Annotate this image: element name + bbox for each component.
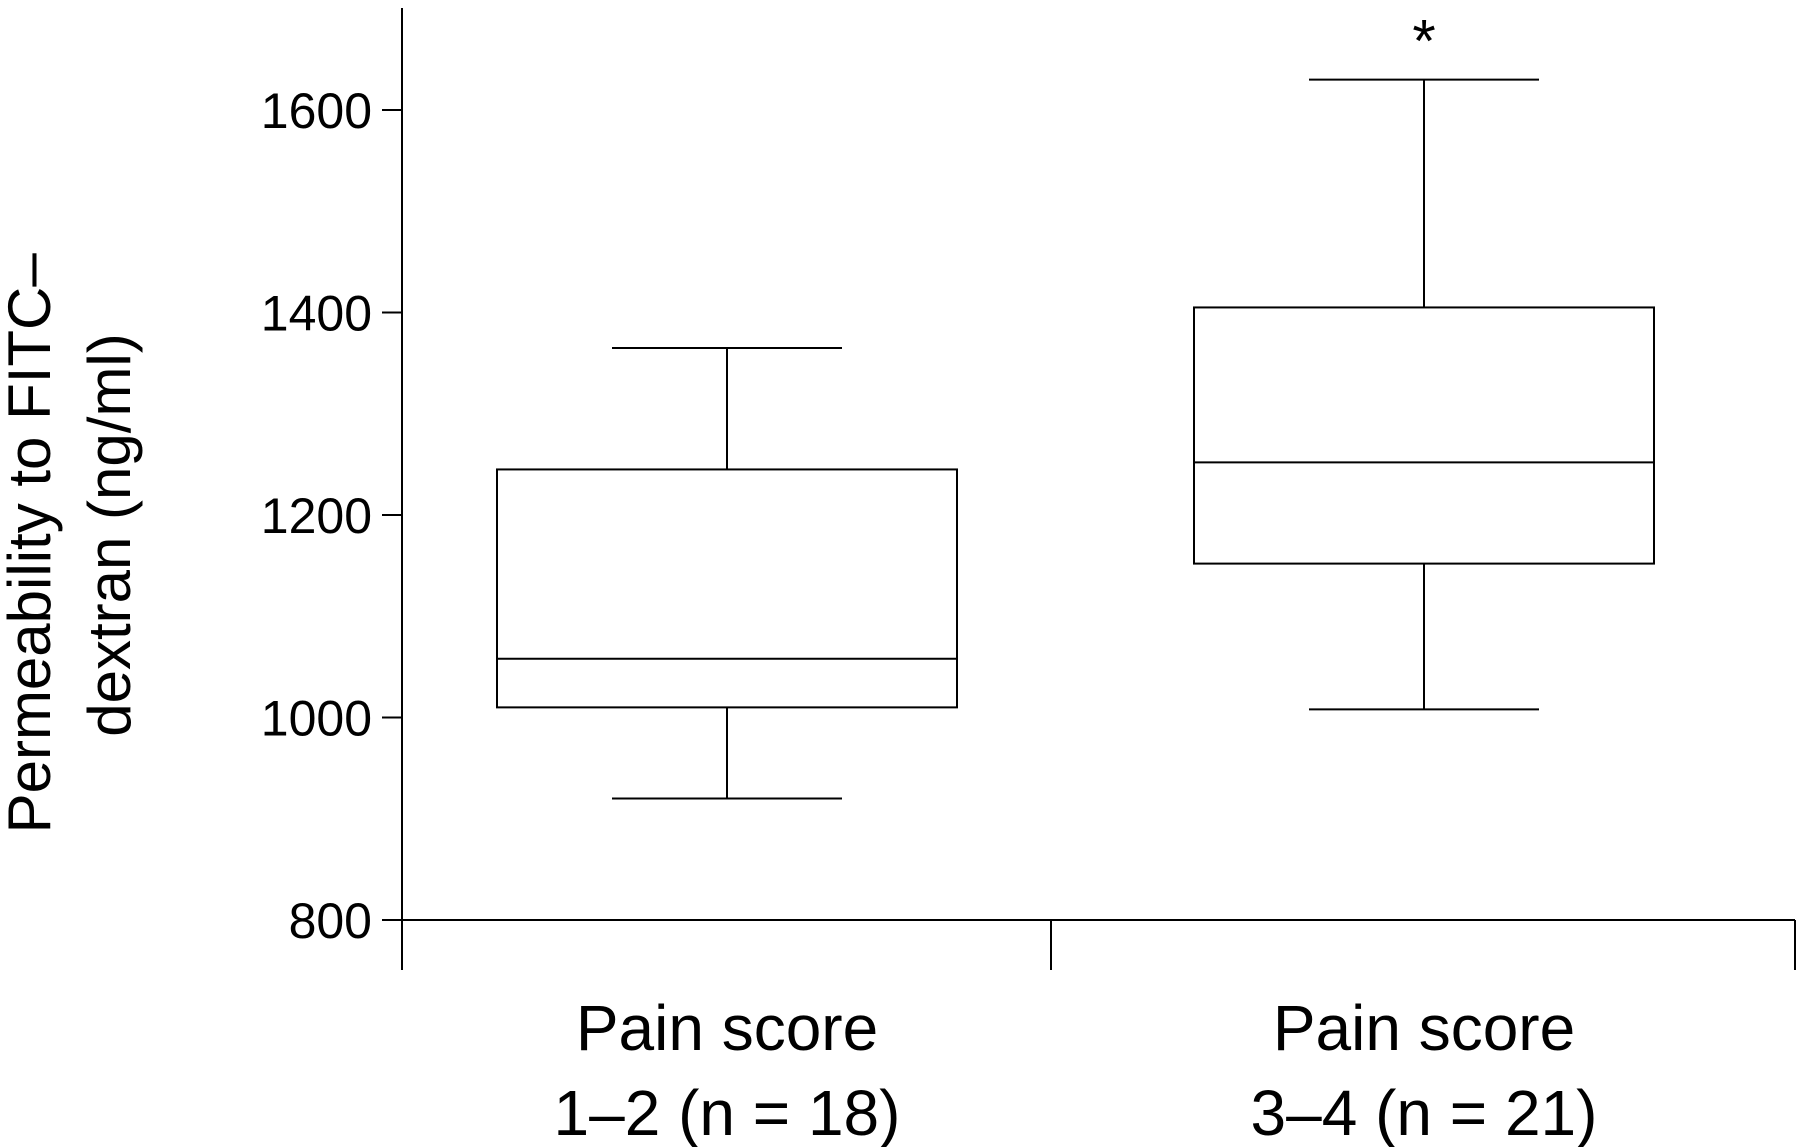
- x-category-label-line: Pain score: [1273, 992, 1575, 1064]
- y-tick-label: 1200: [261, 488, 372, 544]
- y-tick-label: 1600: [261, 83, 372, 139]
- y-axis-label-line-1: Permeability to FITC–: [0, 253, 63, 834]
- interquartile-box: [496, 468, 958, 709]
- y-tick-label: 800: [289, 893, 372, 949]
- x-category-label-line: 3–4 (n = 21): [1251, 1077, 1598, 1147]
- y-tick-label: 1400: [261, 286, 372, 342]
- y-axis-label: Permeability to FITC– dextran (ng/ml): [0, 237, 143, 834]
- box-2: *: [1193, 8, 1655, 711]
- significance-marker: *: [1412, 8, 1435, 75]
- y-tick-label: 1000: [261, 691, 372, 747]
- x-category-labels: Pain score 1–2 (n = 18) Pain score 3–4 (n =…: [554, 992, 1598, 1147]
- x-category-label-line: 1–2 (n = 18): [554, 1077, 901, 1147]
- y-axis-label-line-2: dextran (ng/ml): [76, 333, 143, 736]
- chart-axes: [382, 8, 1796, 970]
- x-category-label: Pain score 3–4 (n = 21): [1251, 992, 1598, 1147]
- x-category-label-line: Pain score: [576, 992, 878, 1064]
- y-axis-ticks: 800 1000 1200 1400 1600: [261, 83, 402, 949]
- x-category-label: Pain score 1–2 (n = 18): [554, 992, 901, 1147]
- interquartile-box: [1193, 306, 1655, 565]
- box-1: [496, 346, 958, 800]
- box-series: *: [496, 8, 1655, 800]
